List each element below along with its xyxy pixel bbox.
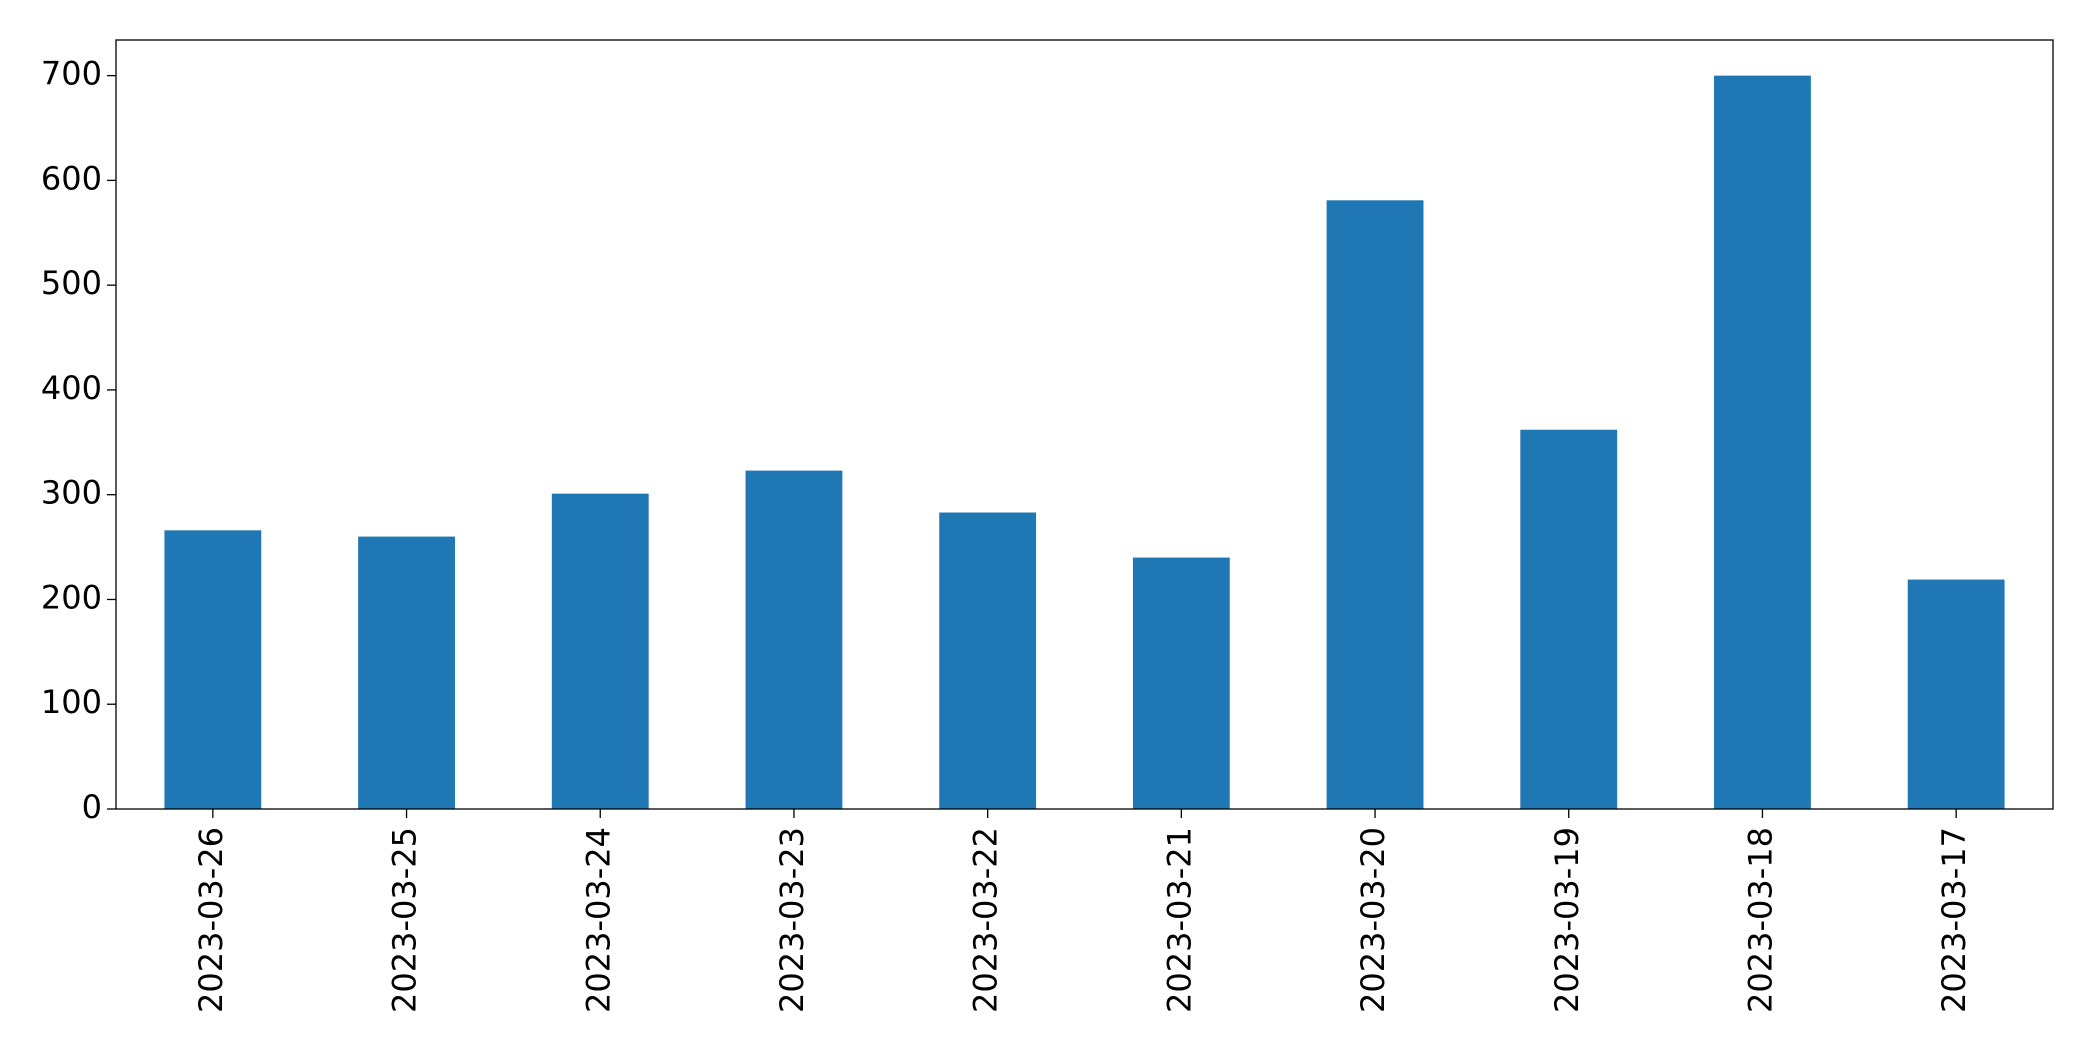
bar: [551, 493, 649, 809]
bar: [939, 512, 1037, 809]
x-tick-label: 2023-03-20: [1354, 827, 1392, 1013]
bar: [1907, 579, 2005, 809]
y-tick-label: 400: [41, 369, 102, 407]
plot-frame: [115, 39, 2054, 810]
x-tick-label: 2023-03-26: [192, 827, 230, 1013]
bar: [1714, 75, 1811, 809]
bar: [745, 470, 843, 809]
y-tick-label: 100: [41, 683, 102, 721]
x-tick-label: 2023-03-23: [773, 827, 811, 1013]
bar: [1326, 200, 1424, 809]
y-tick-label: 200: [41, 578, 102, 616]
x-tick-label: 2023-03-25: [386, 827, 424, 1013]
x-tick-label: 2023-03-17: [1935, 827, 1973, 1013]
bar: [1132, 557, 1230, 809]
x-tick-label: 2023-03-19: [1548, 827, 1586, 1013]
bar: [164, 530, 262, 809]
y-tick-label: 300: [41, 474, 102, 512]
x-tick-label: 2023-03-18: [1741, 827, 1779, 1013]
x-tick-label: 2023-03-21: [1160, 827, 1198, 1013]
y-tick-label: 600: [41, 159, 102, 197]
x-tick-label: 2023-03-24: [579, 827, 617, 1013]
bar: [358, 536, 455, 809]
y-tick-label: 700: [41, 55, 102, 93]
y-tick-label: 500: [41, 264, 102, 302]
bar: [1520, 429, 1618, 809]
y-tick-label: 0: [82, 788, 102, 826]
x-tick-label: 2023-03-22: [967, 827, 1005, 1013]
